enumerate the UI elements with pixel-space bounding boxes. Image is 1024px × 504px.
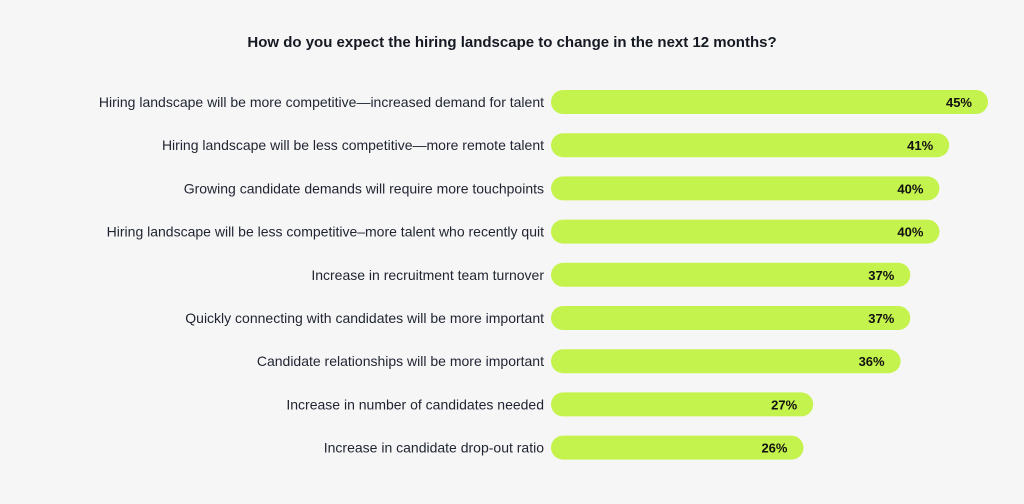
bar-6 — [551, 306, 911, 330]
bar-7 — [551, 349, 901, 374]
value-label: 26% — [761, 441, 787, 456]
value-label: 37% — [868, 268, 894, 283]
value-label: 40% — [897, 181, 923, 196]
category-label: Hiring landscape will be less competitiv… — [162, 137, 544, 153]
bar-2 — [551, 133, 950, 158]
category-label: Growing candidate demands will require m… — [184, 180, 544, 196]
value-label: 37% — [868, 311, 894, 326]
category-label: Increase in recruitment team turnover — [311, 267, 544, 283]
bar-5 — [551, 262, 911, 287]
chart-title: How do you expect the hiring landscape t… — [247, 34, 777, 51]
bar-1 — [551, 90, 988, 114]
category-label: Hiring landscape will be more competitiv… — [99, 94, 544, 110]
value-label: 45% — [946, 95, 972, 110]
category-label: Candidate relationships will be more imp… — [257, 353, 544, 369]
value-label: 27% — [771, 397, 797, 412]
category-label: Hiring landscape will be less competitiv… — [107, 224, 544, 240]
bar-4 — [551, 219, 940, 244]
bar-3 — [551, 176, 940, 201]
value-label: 40% — [897, 225, 923, 240]
category-label: Increase in candidate drop-out ratio — [324, 440, 544, 456]
category-label: Quickly connecting with candidates will … — [185, 310, 544, 326]
category-label: Increase in number of candidates needed — [286, 396, 544, 412]
bar-9 — [551, 435, 804, 460]
value-label: 41% — [907, 138, 933, 153]
bar-8 — [551, 392, 814, 417]
value-label: 36% — [859, 354, 885, 369]
